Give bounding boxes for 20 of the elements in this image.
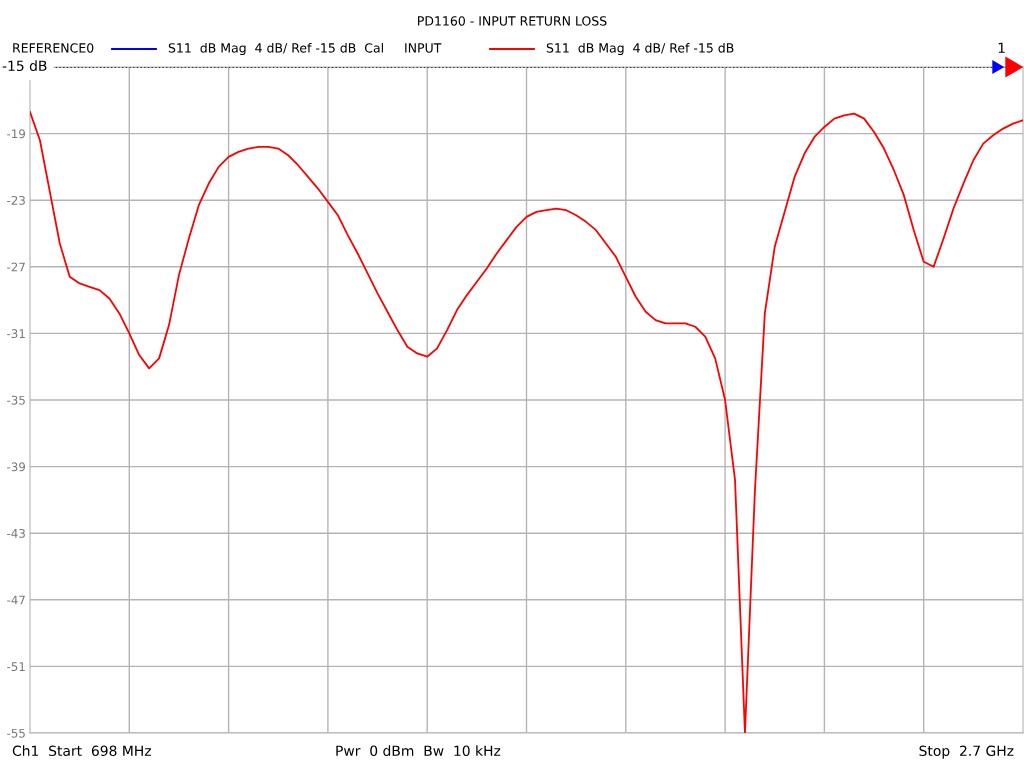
y-tick-label: -51 xyxy=(7,662,25,672)
chart-title: PD1160 - INPUT RETURN LOSS xyxy=(418,16,607,26)
y-tick-label: -31 xyxy=(7,329,25,339)
text: REFERENCE0 xyxy=(13,43,94,53)
y-tick-label: -27 xyxy=(7,262,25,272)
y-tick-label: -23 xyxy=(7,195,25,205)
text: Ch1 Start 698 MHz xyxy=(12,745,151,757)
ref-line-label: -15 dB xyxy=(2,60,47,72)
y-tick-label: -35 xyxy=(7,395,25,405)
text: 1 xyxy=(998,42,1005,53)
y-tick-label: -19 xyxy=(7,129,25,139)
text: Pwr 0 dBm Bw 10 kHz xyxy=(336,745,501,757)
y-tick-label: -55 xyxy=(7,728,25,738)
legend-label: S11 dB Mag 4 dB/ Ref -15 dB xyxy=(546,42,734,56)
y-tick-label: -43 xyxy=(7,528,25,538)
legend-label: S11 dB Mag 4 dB/ Ref -15 dB Cal xyxy=(168,42,383,56)
text: Stop 2.7 GHz xyxy=(919,745,1014,759)
y-tick-label: -39 xyxy=(7,462,25,472)
y-tick-label: -47 xyxy=(7,595,25,605)
text: INPUT xyxy=(405,43,442,53)
